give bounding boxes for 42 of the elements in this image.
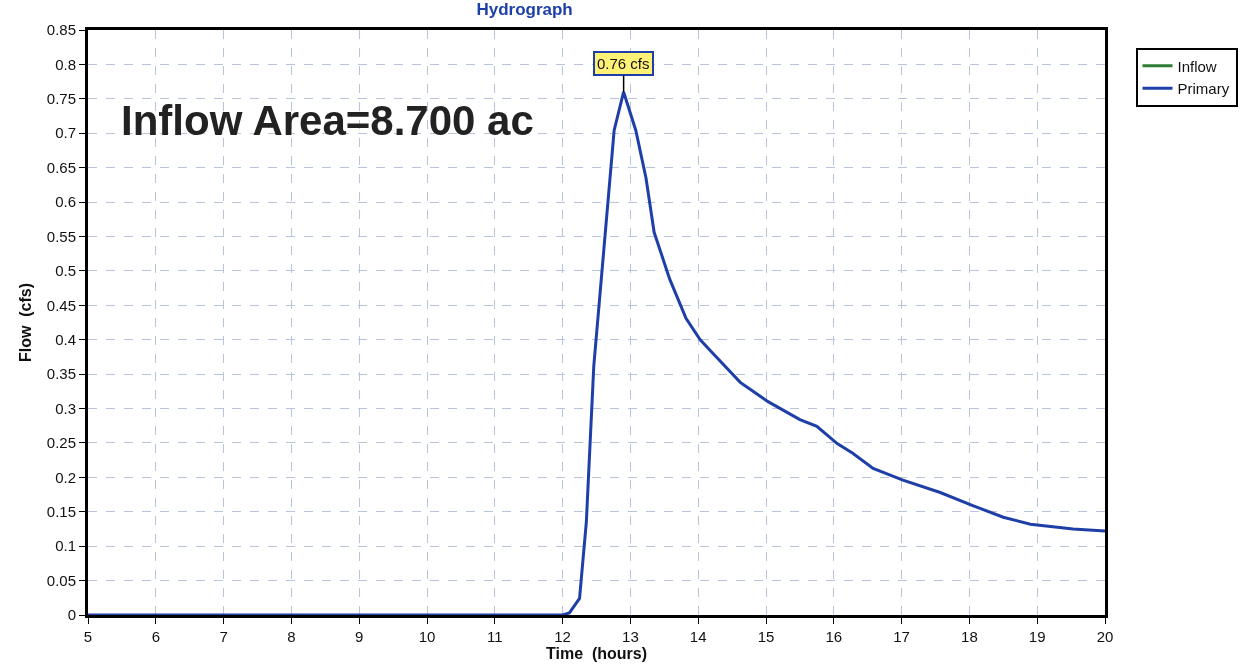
y-axis-title: Flow (cfs) [16,282,34,363]
x-tick-label: 15 [757,628,775,645]
x-tick-label: 8 [287,628,296,645]
y-tick-label: 0 [67,606,76,624]
line-series [88,90,1105,615]
x-tick-label: 7 [219,628,228,645]
x-tick-label: 14 [689,628,707,645]
y-tick-label: 0.7 [55,124,76,142]
x-tick-label: 17 [893,628,910,645]
y-tick-label: 0.6 [55,193,76,211]
x-tick-label: 5 [83,628,93,645]
y-tick-label: 0.05 [46,571,76,589]
x-tick-label: 18 [961,628,978,645]
x-tick-label: 11 [487,628,503,645]
x-axis-title: Time (hours) [545,645,648,662]
y-tick-label: 0.75 [46,90,76,108]
chart-title: Hydrograph [476,0,573,20]
y-tick-label: 0.15 [46,503,76,521]
y-tick-label: 0.45 [46,296,76,314]
y-tick-label: 0.8 [55,55,76,73]
x-tick-label: 12 [554,628,571,645]
y-tick-label: 0.65 [46,158,76,176]
annotation: 0.76 cfs [597,55,650,72]
y-tick-label: 0.35 [46,365,76,383]
annotation: Inflow Area=8.700 ac [121,97,534,144]
y-tick-label: 0.2 [55,468,76,486]
x-tick-label: 13 [622,628,639,645]
y-tick-label: 0.1 [55,537,76,555]
y-tick-label: 0.25 [46,434,76,452]
legend-label: Primary [1177,80,1230,98]
y-tick-label: 0.85 [46,21,76,39]
y-tick-label: 0.3 [55,399,76,417]
x-tick-label: 16 [825,628,843,645]
y-tick-label: 0.55 [46,227,76,245]
x-tick-label: 6 [151,628,160,645]
legend-label: Inflow [1177,57,1217,75]
y-tick-label: 0.5 [55,262,76,280]
x-tick-label: 9 [355,628,364,645]
x-tick-label: 19 [1028,628,1046,645]
x-tick-label: 10 [418,628,436,645]
x-tick-label: 20 [1096,628,1114,645]
y-tick-label: 0.4 [55,330,76,348]
